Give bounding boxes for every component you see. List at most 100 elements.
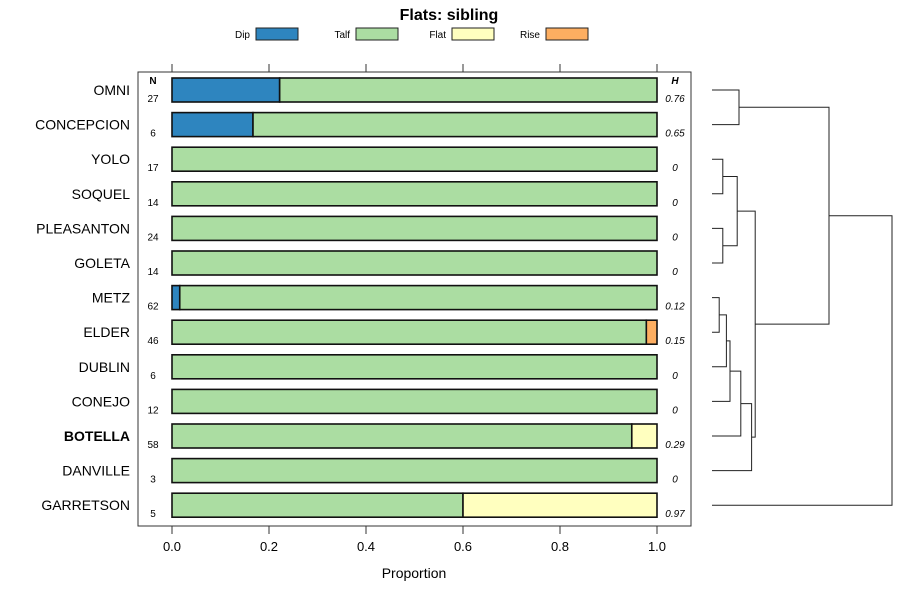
n-value: 14	[147, 198, 159, 209]
row-label: METZ	[92, 290, 131, 306]
legend-swatch-rise	[545, 27, 589, 41]
h-value: 0.29	[665, 440, 685, 451]
dendrogram-branch	[712, 215, 893, 506]
bar-row	[171, 492, 658, 519]
h-value: 0.76	[665, 94, 685, 105]
x-tick-label: 0.4	[357, 539, 375, 554]
h-value: 0	[672, 475, 678, 486]
n-value: 5	[150, 509, 156, 520]
h-value: 0	[672, 232, 678, 243]
legend-label-talf: Talf	[334, 30, 350, 41]
x-axis-label: Proportion	[382, 565, 447, 581]
bar-segment-talf	[171, 146, 658, 172]
n-value: 24	[147, 232, 159, 243]
x-tick-label: 0.2	[260, 539, 278, 554]
bar-segment-dip	[171, 284, 181, 311]
row-label: DANVILLE	[62, 463, 130, 479]
h-header: H	[671, 76, 679, 87]
legend-swatch-flat	[451, 27, 495, 41]
n-value: 27	[147, 94, 159, 105]
row-label: OMNI	[93, 82, 130, 98]
h-value: 0	[672, 405, 678, 416]
h-value: 0.97	[665, 509, 685, 520]
top-axis-ticks	[171, 64, 658, 72]
h-value: 0.12	[665, 302, 685, 313]
dendrogram-branch	[712, 158, 724, 195]
bar-segment-talf	[171, 353, 658, 380]
legend-label-dip: Dip	[235, 30, 250, 41]
bar-row	[171, 146, 658, 172]
row-labels: OMNI 27 0.76 CONCEPCION 6 0.65 YOLO 17 0 SOQUEL 14…	[35, 82, 685, 520]
h-value: 0	[672, 163, 678, 174]
bar-row	[171, 319, 658, 346]
row-label: CONEJO	[72, 393, 130, 409]
row-label: GOLETA	[74, 255, 130, 271]
row-label: PLEASANTON	[36, 220, 130, 236]
dendrogram	[712, 89, 893, 506]
legend-swatch-talf	[355, 27, 399, 41]
n-value: 62	[147, 302, 159, 313]
row-label: GARRETSON	[41, 497, 130, 513]
row-label: BOTELLA	[64, 428, 130, 444]
x-tick-label: 0.0	[163, 539, 181, 554]
row-label: YOLO	[91, 151, 130, 167]
bar-segment-rise	[645, 319, 658, 346]
bars	[171, 77, 658, 519]
n-value: 6	[150, 129, 156, 140]
dendrogram-branch	[712, 297, 720, 333]
dendrogram-branch	[712, 403, 753, 472]
bar-segment-flat	[462, 492, 658, 519]
legend: Dip Talf Flat Rise	[235, 27, 589, 41]
bar-segment-talf	[171, 388, 658, 415]
bar-segment-talf	[171, 215, 658, 242]
h-value: 0.15	[665, 336, 685, 347]
legend-label-rise: Rise	[520, 30, 540, 41]
n-value: 14	[147, 267, 159, 278]
legend-label-flat: Flat	[429, 30, 446, 41]
n-value: 46	[147, 336, 159, 347]
bar-row	[171, 111, 658, 138]
n-header: N	[149, 76, 156, 87]
chart-title: Flats: sibling	[400, 7, 499, 24]
row-label: DUBLIN	[79, 359, 130, 375]
bar-row	[171, 77, 658, 103]
bar-segment-talf	[252, 111, 658, 138]
bar-segment-talf	[178, 284, 658, 311]
bar-segment-talf	[171, 319, 648, 346]
bar-row	[171, 181, 658, 207]
bar-segment-dip	[171, 111, 254, 138]
row-label: ELDER	[83, 324, 130, 340]
dendrogram-branch	[722, 176, 738, 247]
x-axis: 0.0 0.2 0.4 0.6 0.8 1.0	[163, 526, 666, 554]
bar-segment-flat	[630, 423, 658, 449]
bar-segment-talf	[171, 250, 658, 276]
bar-row	[171, 250, 658, 276]
bar-segment-talf	[171, 423, 633, 449]
bar-row	[171, 388, 658, 415]
bar-segment-talf	[171, 181, 658, 207]
row-label: CONCEPCION	[35, 117, 130, 133]
n-value: 58	[147, 440, 159, 451]
legend-swatch-dip	[255, 27, 299, 41]
bar-row	[171, 353, 658, 380]
bar-row	[171, 215, 658, 242]
dendrogram-branch	[712, 370, 742, 437]
h-value: 0	[672, 267, 678, 278]
bar-row	[171, 284, 658, 311]
row-label: SOQUEL	[72, 186, 131, 202]
h-value: 0	[672, 371, 678, 382]
h-value: 0	[672, 198, 678, 209]
x-tick-label: 0.8	[551, 539, 569, 554]
x-tick-label: 0.6	[454, 539, 472, 554]
dendrogram-branch	[739, 106, 830, 325]
bar-segment-talf	[171, 492, 464, 519]
dendrogram-branch	[712, 227, 724, 264]
bar-segment-talf	[171, 457, 658, 484]
bar-row	[171, 457, 658, 484]
n-value: 6	[150, 371, 156, 382]
plot-panel	[137, 71, 692, 527]
bar-segment-dip	[171, 77, 281, 103]
x-tick-label: 1.0	[648, 539, 666, 554]
n-value: 3	[150, 475, 156, 486]
